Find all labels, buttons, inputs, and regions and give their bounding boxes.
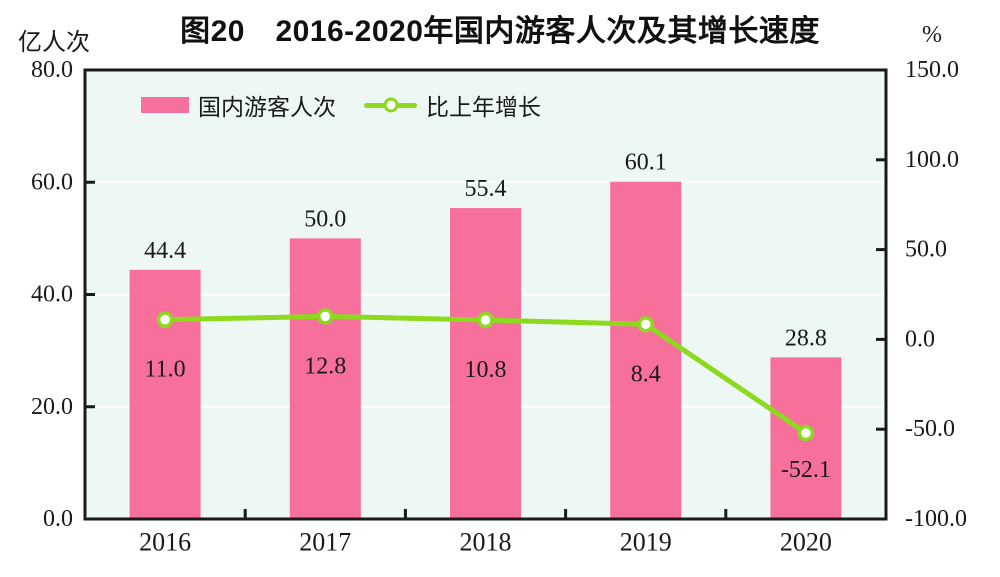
right-axis-tick-label: -100.0 — [905, 506, 967, 532]
legend-label-bar-series: 国内游客人次 — [198, 95, 336, 120]
legend: 国内游客人次 比上年增长 — [141, 88, 541, 122]
legend-item-line-series: 比上年增长 — [364, 88, 541, 122]
left-axis-tick-label: 0.0 — [43, 506, 73, 532]
line-marker-2019 — [637, 316, 654, 333]
right-axis-tick-label: 100.0 — [905, 147, 959, 173]
growth-value-label: 11.0 — [145, 357, 186, 383]
right-axis-tick-label: -50.0 — [905, 416, 955, 442]
bar-value-label: 28.8 — [785, 325, 827, 351]
right-axis-unit-label: % — [922, 22, 942, 48]
bar-value-label: 55.4 — [465, 176, 507, 202]
growth-value-label: -52.1 — [781, 457, 831, 483]
line-marker-2016 — [156, 311, 174, 328]
right-axis-tick-label: 0.0 — [905, 326, 935, 352]
x-axis-label: 2017 — [299, 528, 351, 557]
line-marker-2020 — [797, 424, 815, 442]
legend-label-line-series: 比上年增长 — [426, 95, 541, 120]
bar-2016 — [129, 269, 201, 519]
left-axis-tick-label: 40.0 — [31, 282, 73, 308]
x-axis-label: 2018 — [460, 528, 512, 557]
left-axis-unit-label: 亿人次 — [18, 30, 90, 56]
right-axis-tick-label: 150.0 — [905, 57, 959, 83]
plot-border — [83, 68, 888, 521]
bar-series-swatch-icon — [141, 97, 189, 113]
line-marker-2017 — [317, 308, 334, 325]
right-axis-tick-label: 50.0 — [905, 237, 947, 263]
left-axis-tick-label: 20.0 — [31, 394, 73, 420]
bar-value-label: 60.1 — [625, 150, 667, 176]
x-axis-label: 2016 — [139, 528, 191, 557]
legend-item-bar-series: 国内游客人次 — [141, 88, 336, 122]
growth-value-label: 10.8 — [465, 357, 507, 383]
bar-value-label: 50.0 — [304, 206, 346, 232]
chart-title: 图20 2016-2020年国内游客人次及其增长速度 — [180, 15, 820, 48]
left-axis-tick-label: 80.0 — [31, 57, 73, 83]
bar-2019 — [610, 181, 682, 519]
bar-2018 — [450, 208, 521, 519]
left-axis-tick-label: 60.0 — [31, 169, 73, 195]
x-axis-label: 2020 — [780, 528, 832, 557]
growth-value-label: 8.4 — [631, 361, 661, 387]
line-marker-icon — [383, 97, 398, 113]
line-series-swatch-icon — [364, 95, 417, 115]
bar-value-label: 44.4 — [144, 238, 186, 264]
bar-2017 — [289, 238, 361, 519]
growth-value-label: 12.8 — [304, 353, 346, 379]
x-axis-label: 2019 — [620, 528, 672, 557]
line-marker-2018 — [477, 311, 494, 329]
